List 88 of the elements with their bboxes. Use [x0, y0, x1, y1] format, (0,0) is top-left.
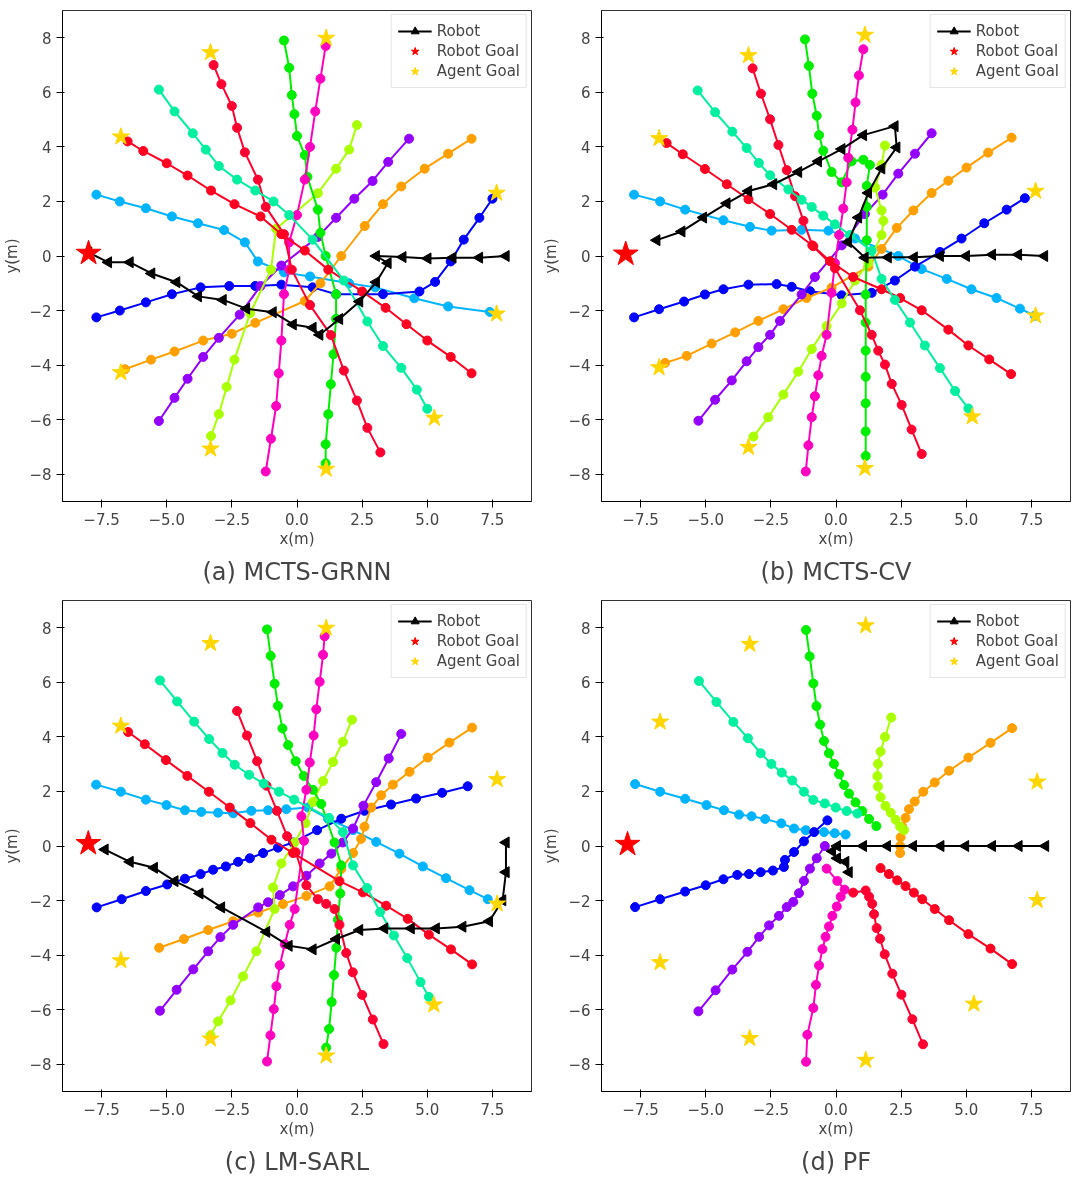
- x-tick-label: 0.0: [824, 510, 848, 529]
- y-tick-label: −2: [568, 892, 591, 911]
- x-tick-label: 0.0: [285, 510, 309, 529]
- y-tick-label: −8: [29, 1056, 52, 1075]
- x-tick-label: −7.5: [622, 510, 659, 529]
- legend-label: Agent Goal: [436, 62, 520, 80]
- x-tick-label: −5.0: [687, 510, 724, 529]
- y-tick-label: 0: [580, 838, 591, 856]
- x-tick-label: 2.5: [889, 510, 914, 529]
- y-axis-title: y(m): [542, 828, 561, 864]
- text: (a) MCTS-GRNN: [202, 557, 392, 586]
- y-tick-label: −4: [29, 947, 52, 966]
- y-tick-label: −6: [29, 411, 52, 430]
- x-tick-label: −7.5: [83, 1100, 120, 1119]
- legend-label: Agent Goal: [975, 62, 1059, 80]
- legend-label: Robot: [436, 612, 481, 630]
- x-tick-label: 7.5: [480, 1100, 505, 1119]
- text: (c) LM-SARL: [224, 1147, 370, 1176]
- y-tick-label: −2: [568, 302, 591, 321]
- y-tick-label: −8: [29, 466, 52, 485]
- text: (d) PF: [801, 1147, 871, 1176]
- x-tick-label: −7.5: [622, 1100, 659, 1119]
- x-tick-label: 7.5: [1019, 510, 1044, 529]
- y-tick-label: −6: [568, 411, 591, 430]
- y-tick-label: 0: [580, 248, 591, 266]
- y-tick-label: 6: [580, 84, 591, 103]
- y-tick-label: 2: [41, 783, 52, 802]
- x-tick-label: 2.5: [350, 510, 375, 529]
- x-tick-label: 5.0: [954, 1100, 979, 1119]
- x-tick-label: 0.0: [824, 1100, 848, 1119]
- y-tick-label: −8: [568, 466, 591, 485]
- x-tick-label: −5.0: [687, 1100, 724, 1119]
- y-tick-label: 4: [580, 728, 591, 747]
- x-tick-label: 5.0: [415, 1100, 440, 1119]
- x-tick-label: 0.0: [285, 1100, 309, 1119]
- text: (b) MCTS-CV: [760, 557, 912, 586]
- y-tick-label: 8: [41, 29, 52, 48]
- y-tick-label: 4: [580, 138, 591, 157]
- y-tick-label: 4: [41, 138, 52, 157]
- legend-label: Robot Goal: [975, 632, 1059, 650]
- y-tick-label: −8: [568, 1056, 591, 1075]
- y-tick-label: −6: [568, 1001, 591, 1020]
- legend-label: Robot: [975, 612, 1020, 630]
- x-axis-title: x(m): [279, 529, 315, 548]
- y-tick-label: −4: [568, 357, 591, 376]
- legend-label: Robot: [436, 22, 481, 40]
- y-tick-label: 2: [41, 193, 52, 212]
- legend-label: Agent Goal: [436, 652, 520, 670]
- x-axis-title: x(m): [818, 1119, 854, 1138]
- y-tick-label: −4: [29, 357, 52, 376]
- y-tick-label: 4: [41, 728, 52, 747]
- x-tick-label: 7.5: [1019, 1100, 1044, 1119]
- x-tick-label: 5.0: [954, 510, 979, 529]
- legend-label: Robot Goal: [975, 42, 1059, 60]
- x-tick-label: −2.5: [213, 1100, 251, 1119]
- y-tick-label: 2: [580, 193, 591, 212]
- x-tick-label: −5.0: [148, 1100, 185, 1119]
- x-tick-label: 2.5: [350, 1100, 375, 1119]
- x-tick-label: −5.0: [148, 510, 185, 529]
- y-tick-label: 6: [41, 84, 52, 103]
- y-tick-label: 2: [580, 783, 591, 802]
- y-tick-label: 6: [41, 674, 52, 693]
- x-axis-title: x(m): [279, 1119, 315, 1138]
- legend-label: Agent Goal: [975, 652, 1059, 670]
- y-tick-label: 8: [580, 29, 591, 48]
- y-tick-label: 0: [41, 248, 52, 266]
- x-tick-label: 5.0: [415, 510, 440, 529]
- y-tick-label: −2: [29, 302, 52, 321]
- legend-label: Robot Goal: [436, 632, 520, 650]
- x-tick-label: 7.5: [480, 510, 505, 529]
- y-tick-label: 8: [580, 619, 591, 638]
- y-tick-label: −6: [29, 1001, 52, 1020]
- x-tick-label: −2.5: [752, 510, 790, 529]
- y-axis-title: y(m): [3, 238, 22, 274]
- legend-label: Robot: [975, 22, 1020, 40]
- x-tick-label: −7.5: [83, 510, 120, 529]
- y-tick-label: 6: [580, 674, 591, 693]
- x-tick-label: −2.5: [213, 510, 251, 529]
- x-axis-title: x(m): [818, 529, 854, 548]
- y-tick-label: −2: [29, 892, 52, 911]
- y-axis-title: y(m): [3, 828, 22, 864]
- y-tick-label: −4: [568, 947, 591, 966]
- y-tick-label: 8: [41, 619, 52, 638]
- y-tick-label: 0: [41, 838, 52, 856]
- legend-label: Robot Goal: [436, 42, 520, 60]
- y-axis-title: y(m): [542, 238, 561, 274]
- x-tick-label: −2.5: [752, 1100, 790, 1119]
- x-tick-label: 2.5: [889, 1100, 914, 1119]
